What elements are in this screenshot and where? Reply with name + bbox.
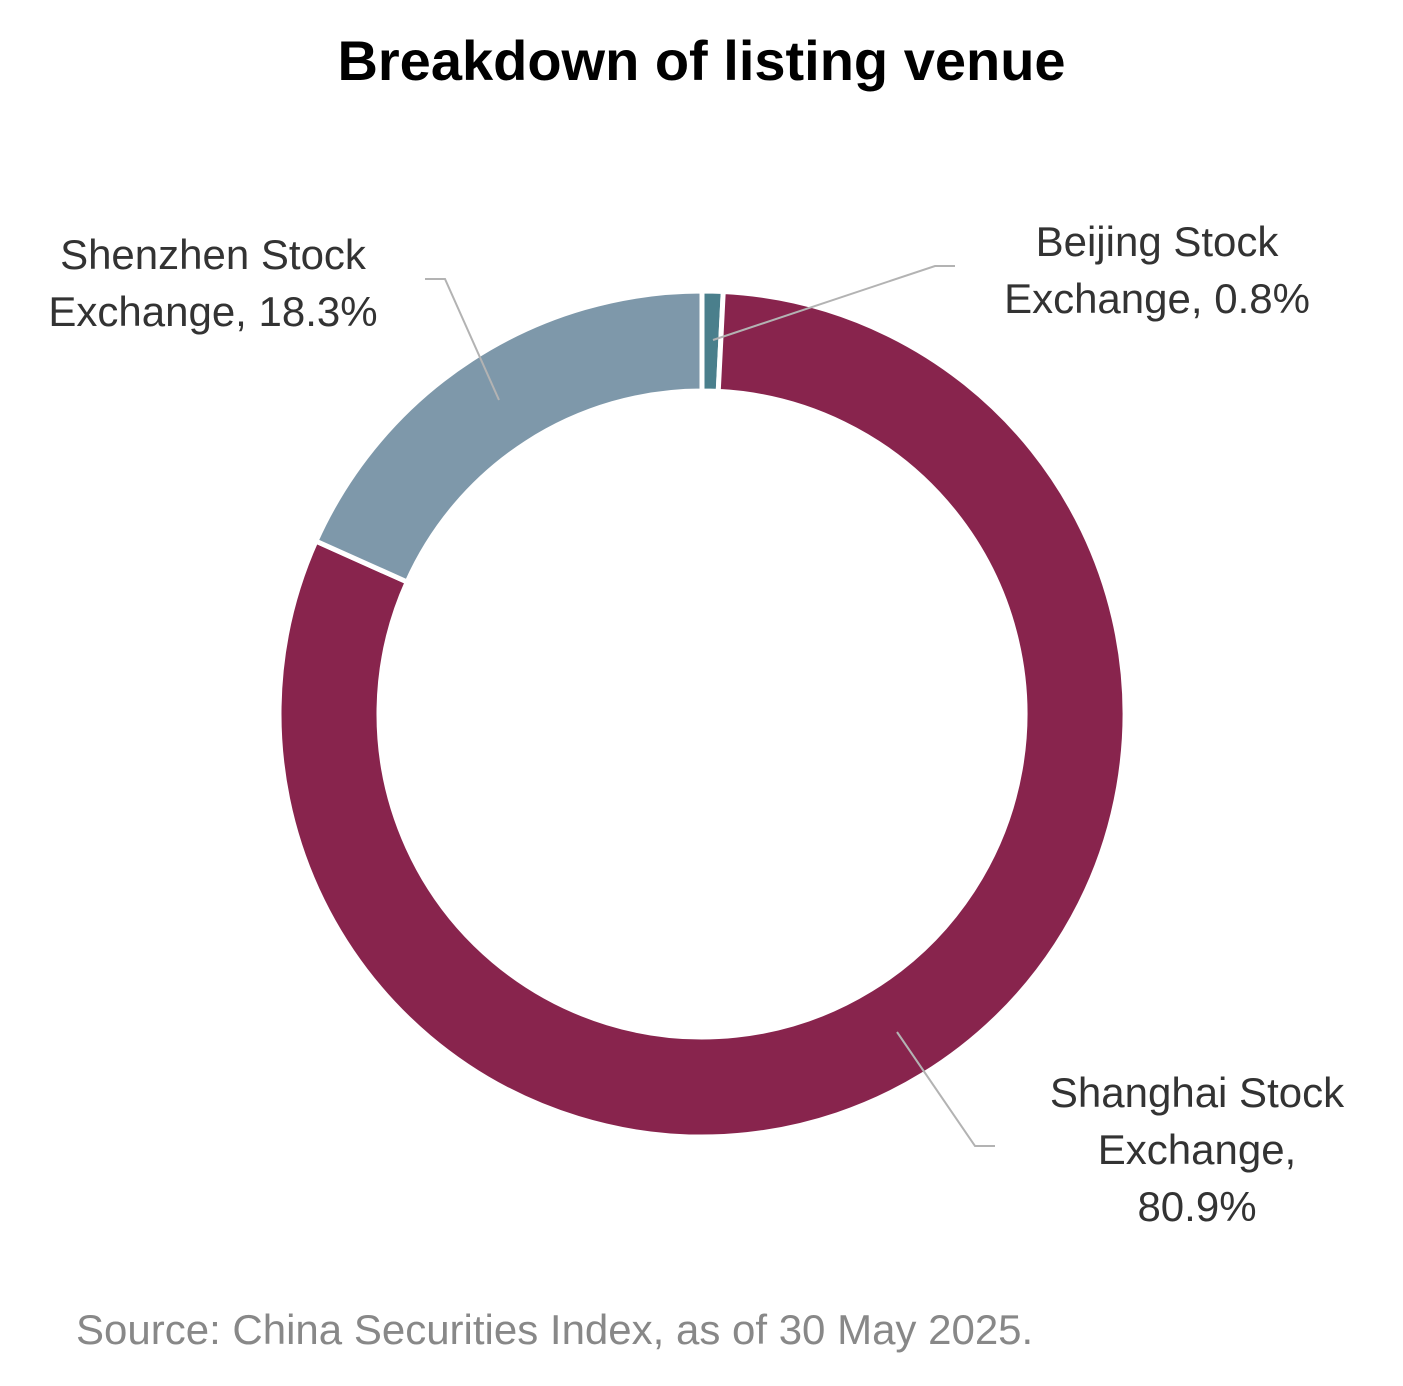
leader-lines-layer xyxy=(425,265,995,1147)
label-line-shanghai-stock-exchange-2: 80.9% xyxy=(1137,1183,1256,1230)
leader-line-beijing-stock-exchange xyxy=(712,265,955,341)
labels-layer: Beijing Stock Exchange, 0.8% Shanghai Stoc… xyxy=(48,218,1345,1230)
label-shenzhen-stock-exchange: Shenzhen Stock Exchange, 18.3% xyxy=(48,231,377,335)
label-line-shanghai-stock-exchange-1: Exchange, xyxy=(1098,1126,1296,1173)
label-line-shenzhen-stock-exchange-1: Exchange, 18.3% xyxy=(48,288,377,335)
source-note: Source: China Securities Index, as of 30… xyxy=(76,1306,1034,1353)
slice-shenzhen-stock-exchange xyxy=(312,288,705,586)
label-beijing-stock-exchange: Beijing Stock Exchange, 0.8% xyxy=(1004,218,1310,322)
leader-line-shanghai-stock-exchange xyxy=(896,1031,995,1147)
label-shanghai-stock-exchange: Shanghai Stock Exchange, 80.9% xyxy=(1050,1069,1345,1230)
leader-line-shenzhen-stock-exchange xyxy=(425,278,500,401)
slices-layer xyxy=(276,288,1128,1140)
label-line-shanghai-stock-exchange-0: Shanghai Stock xyxy=(1050,1069,1345,1116)
slice-shanghai-stock-exchange xyxy=(276,288,1128,1140)
label-line-shenzhen-stock-exchange-0: Shenzhen Stock xyxy=(60,231,367,278)
label-line-beijing-stock-exchange-0: Beijing Stock xyxy=(1036,218,1280,265)
label-line-beijing-stock-exchange-1: Exchange, 0.8% xyxy=(1004,275,1310,322)
chart-title: Breakdown of listing venue xyxy=(337,29,1066,92)
